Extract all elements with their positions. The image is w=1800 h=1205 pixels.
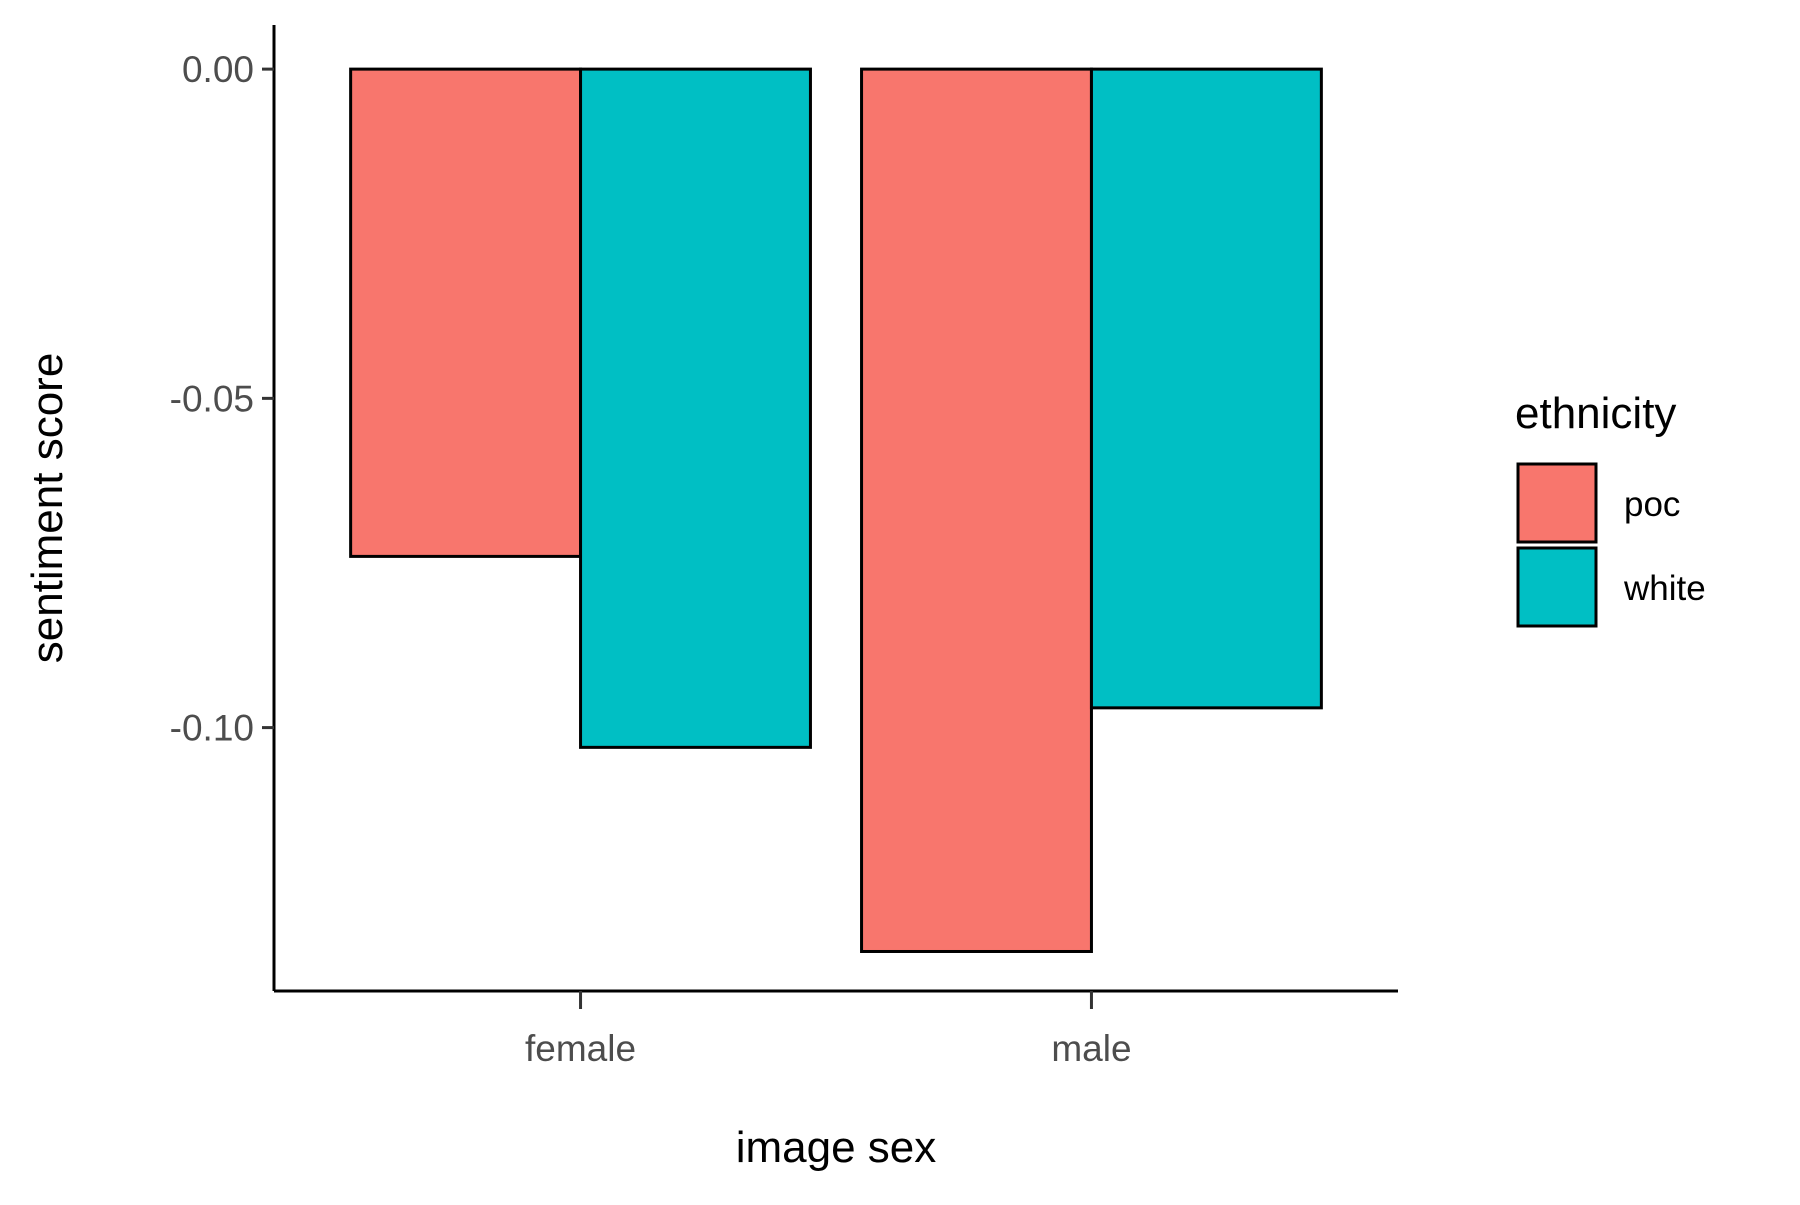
legend-key-white bbox=[1516, 546, 1598, 628]
x-axis-ticks: female male bbox=[525, 991, 1132, 1069]
bar-female-poc bbox=[349, 67, 583, 558]
y-axis-ticks: 0.00 -0.05 -0.10 bbox=[170, 49, 274, 749]
bar-female-white bbox=[579, 67, 812, 749]
bar-male-white bbox=[1089, 67, 1323, 710]
x-tick-label: female bbox=[525, 1028, 636, 1069]
bar-male-poc bbox=[860, 67, 1093, 953]
y-tick-label: -0.10 bbox=[170, 708, 254, 749]
y-axis-title: sentiment score bbox=[23, 353, 72, 664]
bars-layer bbox=[349, 67, 1323, 953]
legend-title: ethnicity bbox=[1515, 389, 1676, 438]
legend-label-poc: poc bbox=[1624, 485, 1680, 524]
y-tick-label: -0.05 bbox=[170, 378, 254, 419]
legend: ethnicity poc white bbox=[1515, 389, 1706, 628]
legend-key-poc bbox=[1516, 462, 1598, 544]
x-axis-title: image sex bbox=[736, 1123, 937, 1172]
y-tick-label: 0.00 bbox=[182, 49, 254, 90]
legend-label-white: white bbox=[1623, 569, 1706, 608]
x-tick-label: male bbox=[1051, 1028, 1131, 1069]
